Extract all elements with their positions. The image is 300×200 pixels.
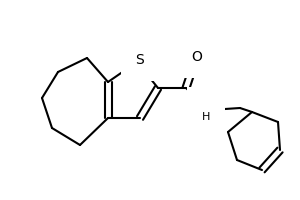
Text: S: S	[135, 53, 143, 67]
Text: O: O	[192, 50, 203, 64]
Text: H: H	[202, 112, 210, 122]
Text: N: N	[201, 101, 211, 115]
